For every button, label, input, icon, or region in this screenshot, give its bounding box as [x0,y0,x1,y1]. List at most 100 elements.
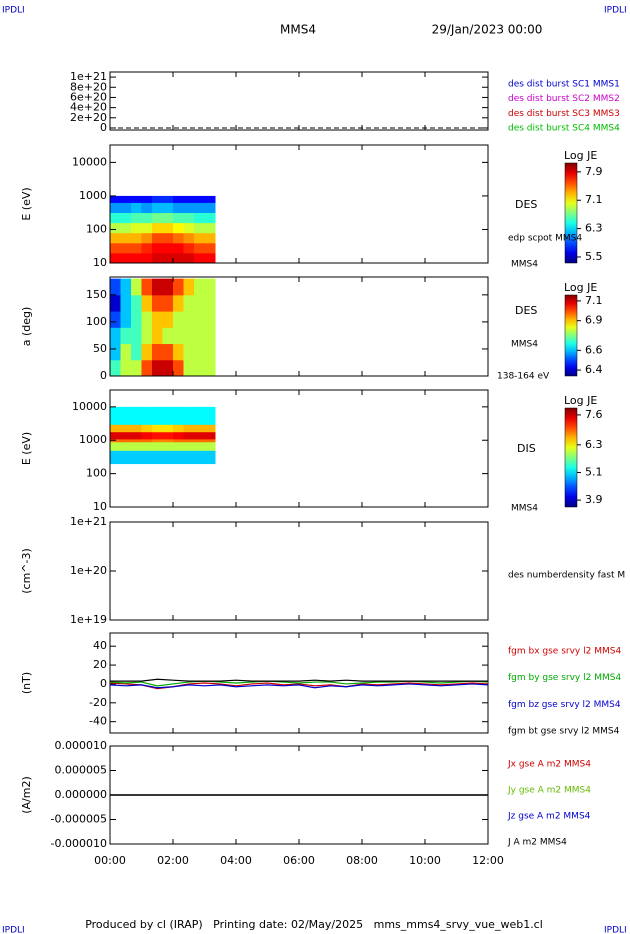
heatmap-cell [162,294,174,312]
heatmap-cell [141,212,153,224]
y-tick-label: 1000 [79,433,107,446]
heatmap-cell [131,431,142,440]
heatmap-cell [194,311,205,328]
heatmap-cell [141,438,153,443]
y-tick-label: -0.000005 [51,813,107,826]
y-tick-label: 100 [86,467,107,480]
heatmap-cell [152,406,163,425]
y-axis-label: (A/m2) [20,776,33,814]
heatmap-cell [204,195,216,203]
heatmap-cell [183,438,195,443]
heatmap-cell [152,278,163,296]
series-line [109,680,489,687]
y-tick-label: 0 [100,369,107,382]
y-tick-label: 0 [100,677,107,690]
heatmap-cell [110,212,121,224]
heatmap-cell [162,424,174,433]
y-axis-label: E (eV) [20,432,33,465]
panel-label: MMS4 [511,260,538,270]
colorbar [564,162,578,264]
heatmap-cell [131,406,142,425]
heatmap-cell [120,294,132,312]
panel-label: edp scpot MMS4 [508,234,582,244]
date: 29/Jan/2023 00:00 [432,23,543,37]
heatmap-cell [162,232,174,244]
colorbar [564,294,578,377]
heatmap-cell [120,242,132,254]
heatmap-cell [162,202,174,214]
heatmap-cell [131,242,142,254]
x-tick-label: 04:00 [220,854,252,867]
x-tick-label: 00:00 [94,854,126,867]
heatmap-cell [194,252,205,264]
heatmap-cell [110,441,121,451]
heatmap-cell [183,232,195,244]
heatmap-cell [141,195,153,203]
corner-label: IPDLI [2,6,25,16]
heatmap-cell [194,242,205,254]
heatmap-cell [152,195,163,203]
heatmap-cell [162,212,174,224]
colorbar-tick-label: 7.6 [585,408,603,421]
corner-label: IPDLI [604,926,627,934]
heatmap-cell [120,327,132,345]
heatmap-cell [183,242,195,254]
y-tick-label: 20 [93,658,107,671]
heatmap-cell [194,202,205,214]
panel-label: 138-164 eV [497,372,550,382]
heatmap-cell [162,441,174,451]
colorbar-tick-label: 5.5 [585,250,603,263]
legend-label: des dist burst SC4 MMS4 [508,124,620,134]
colorbar-tick-label: 3.9 [585,493,603,506]
heatmap-cell [183,222,195,234]
colorbar-tick-label: 6.4 [585,363,603,376]
y-tick-label: 1e+19 [70,613,107,626]
heatmap-cell [120,424,132,433]
series-line [109,683,489,689]
y-tick-label: 100 [86,315,107,328]
y-tick-label: 0.000010 [55,739,108,752]
legend-label: Jx gse A m2 MMS4 [507,760,591,770]
heatmap-cell [162,278,174,296]
heatmap-cell [131,294,142,312]
heatmap-cell [131,441,142,451]
heatmap-cell [173,212,184,224]
colorbar-tick-label: 7.1 [585,193,603,206]
heatmap-cell [152,202,163,214]
corner-label: IPDLI [604,6,627,16]
heatmap-cell [173,450,184,465]
heatmap-cell [173,343,184,361]
y-tick-label: 10000 [72,155,107,168]
heatmap-cell [120,431,132,440]
heatmap-cell [131,359,142,377]
heatmap-cell [183,252,195,264]
heatmap-cell [141,278,153,296]
heatmap-cell [131,438,142,443]
heatmap-cell [204,438,216,443]
heatmap-cell [194,222,205,234]
heatmap-cell [162,359,174,377]
heatmap-cell [152,424,163,433]
panel-label: DES [515,304,537,317]
heatmap-cell [120,278,132,296]
heatmap-cell [173,202,184,214]
heatmap-cell [152,232,163,244]
legend-label: fgm by gse srvy l2 MMS4 [508,673,621,683]
heatmap-cell [141,406,153,425]
legend-label: des dist burst SC3 MMS3 [508,109,620,119]
heatmap-cell [141,202,153,214]
heatmap-cell [141,294,153,312]
corner-label: IPDLI [2,926,25,934]
heatmap-cell [162,252,174,264]
y-tick-label: 0.000005 [55,764,108,777]
heatmap-cell [183,278,195,296]
heatmap-cell [183,195,195,203]
heatmap-cell [173,222,184,234]
heatmap-cell [152,441,163,451]
heatmap-cell [194,212,205,224]
heatmap-cell [131,327,142,345]
heatmap-cell [173,359,184,377]
heatmap-cell [152,343,163,361]
y-axis-label: E (eV) [20,187,33,220]
